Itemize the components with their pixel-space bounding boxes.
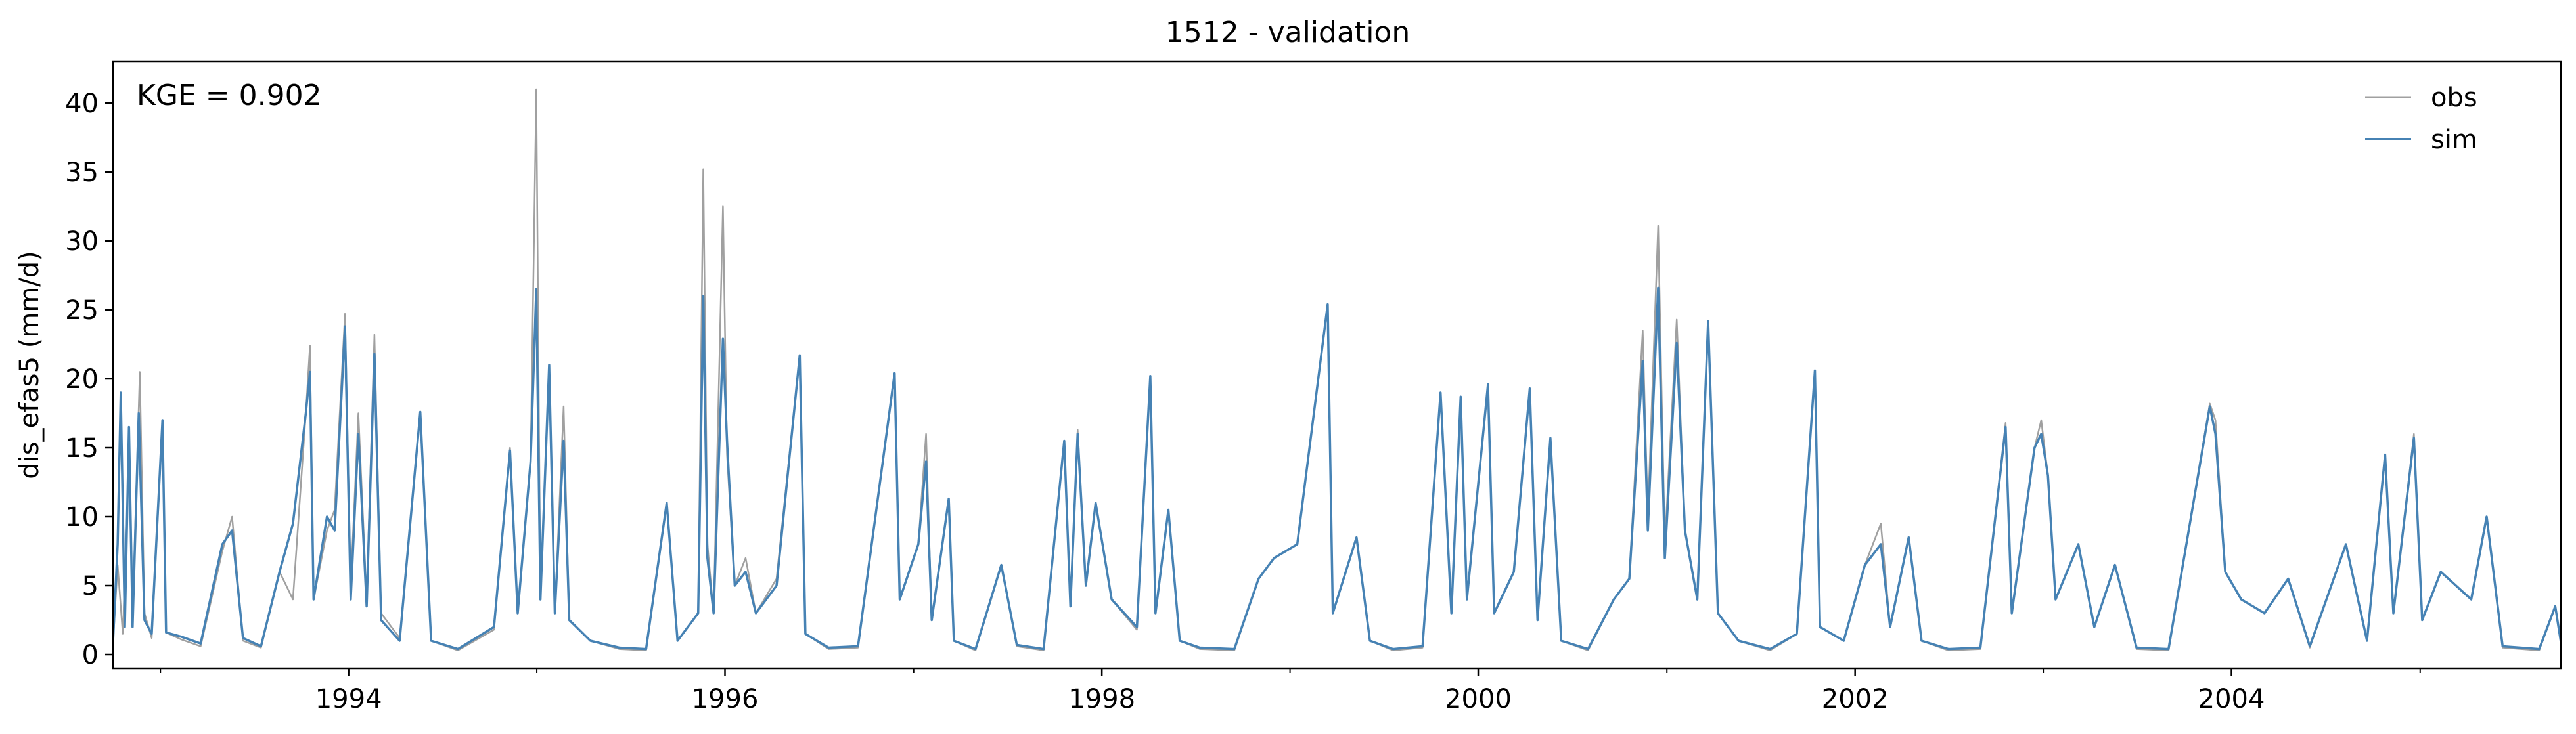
x-tick-label-2002: 2002 [1822, 684, 1889, 714]
legend-label-obs: obs [2431, 83, 2477, 113]
y-tick-label-10: 10 [65, 502, 99, 532]
y-tick-label-40: 40 [65, 89, 99, 119]
y-tick-label-0: 0 [82, 640, 99, 670]
chart-title: 1512 - validation [1165, 16, 1410, 49]
y-tick-label-25: 25 [65, 295, 99, 326]
y-tick-label-5: 5 [82, 571, 99, 601]
legend-label-sim: sim [2431, 125, 2477, 155]
y-tick-label-15: 15 [65, 433, 99, 464]
kge-annotation: KGE = 0.902 [137, 79, 322, 112]
y-tick-label-30: 30 [65, 227, 99, 257]
x-tick-label-1996: 1996 [692, 684, 759, 714]
y-axis-label: dis_efas5 (mm/d) [14, 251, 45, 479]
x-tick-label-2004: 2004 [2198, 684, 2265, 714]
x-tick-label-2000: 2000 [1445, 684, 1512, 714]
x-tick-label-1998: 1998 [1068, 684, 1135, 714]
y-tick-label-20: 20 [65, 364, 99, 395]
x-tick-label-1994: 1994 [315, 684, 382, 714]
y-tick-label-35: 35 [65, 158, 99, 188]
